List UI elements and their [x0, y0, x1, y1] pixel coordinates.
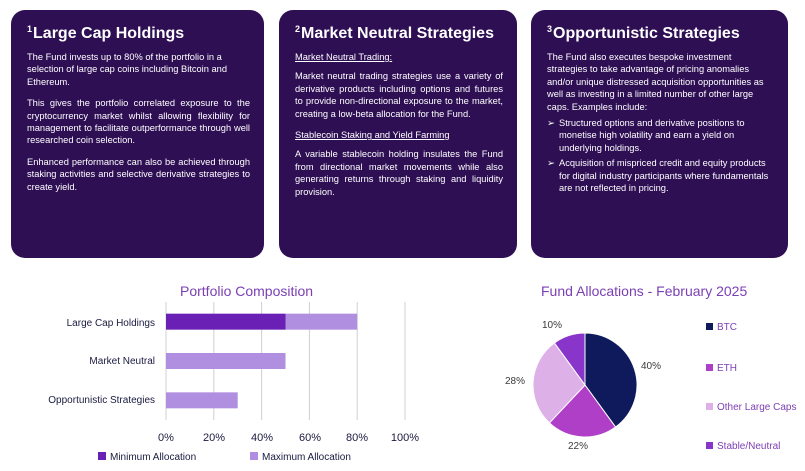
card-bullet-list: ➢ Structured options and derivative posit…	[547, 117, 774, 194]
list-item: ➢ Acquisition of mispriced credit and equ…	[547, 158, 769, 194]
legend-item-stable-neutral: Stable/Neutral	[706, 441, 780, 452]
card-market-neutral-strategies: 2Market Neutral Strategies Market Neutra…	[279, 10, 517, 258]
legend-item-other-large-caps: Other Large Caps	[706, 402, 797, 413]
card-title: 3Opportunistic Strategies	[547, 24, 740, 42]
card-title: 2Market Neutral Strategies	[295, 24, 494, 42]
card-large-cap-holdings: 1Large Cap Holdings The Fund invests up …	[11, 10, 264, 258]
x-tick-label: 80%	[345, 432, 369, 444]
pie-chart-title: Fund Allocations - February 2025	[541, 283, 748, 299]
legend-swatch	[706, 442, 713, 449]
card-subheading: Stablecoin Staking and Yield Farming	[295, 130, 450, 141]
legend-item-btc: BTC	[706, 322, 737, 333]
card-subheading: Market Neutral Trading:	[295, 52, 393, 62]
list-item: ➢ Structured options and derivative posit…	[547, 118, 745, 153]
card-paragraph: The Fund invests up to 80% of the portfo…	[27, 52, 228, 87]
legend-item-eth: ETH	[706, 363, 737, 374]
bar-segment	[285, 313, 358, 330]
arrow-bullet-icon: ➢	[547, 118, 555, 129]
card-paragraph: Enhanced performance can also be achieve…	[27, 156, 250, 192]
pie-slice	[584, 332, 638, 428]
x-tick-label: 20%	[202, 432, 226, 444]
x-tick-label: 0%	[158, 432, 174, 444]
bar-segment	[166, 392, 238, 409]
slice-value-label: 22%	[568, 441, 589, 452]
slice-value-label: 10%	[542, 320, 563, 331]
slice-value-label: 40%	[641, 361, 662, 372]
legend-item-minimum: Minimum Allocation	[98, 452, 196, 463]
x-tick-label: 60%	[298, 432, 322, 444]
category-label: Opportunistic Strategies	[48, 395, 155, 406]
legend-swatch	[706, 323, 713, 330]
arrow-bullet-icon: ➢	[547, 158, 555, 169]
legend-swatch	[706, 364, 713, 371]
legend-swatch	[250, 452, 258, 460]
card-paragraph: The Fund also executes bespoke investmen…	[547, 52, 764, 112]
pie-slice	[532, 342, 586, 424]
category-label: Large Cap Holdings	[66, 318, 155, 329]
bar-chart-title: Portfolio Composition	[180, 283, 314, 299]
x-tick-label: 40%	[250, 432, 274, 444]
card-paragraph: A variable stablecoin holding insulates …	[295, 149, 503, 197]
card-paragraph: This gives the portfolio correlated expo…	[27, 98, 250, 146]
x-tick-label: 100%	[390, 432, 420, 444]
bar-segment	[166, 353, 286, 369]
bar-segment	[166, 313, 286, 330]
legend-item-maximum: Maximum Allocation	[250, 452, 351, 463]
card-title: 1Large Cap Holdings	[27, 24, 185, 42]
pie-slice	[553, 332, 586, 387]
category-label: Market Neutral	[89, 356, 155, 367]
legend-swatch	[706, 403, 713, 410]
card-opportunistic-strategies: 3Opportunistic Strategies The Fund also …	[531, 10, 788, 258]
card-paragraph: Market neutral trading strategies use a …	[295, 71, 503, 119]
pie-slice	[548, 384, 617, 438]
legend-swatch	[98, 452, 106, 460]
slice-value-label: 28%	[505, 376, 526, 387]
